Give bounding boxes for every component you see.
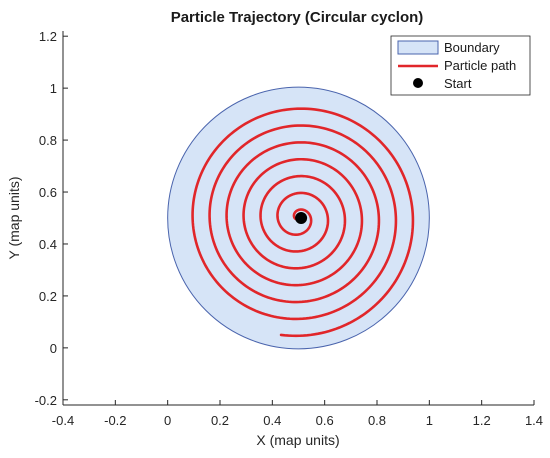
- y-axis: -0.2 0 0.2 0.4 0.6 0.8 1 1.2: [35, 29, 68, 408]
- x-axis: -0.4 -0.2 0 0.2 0.4 0.6 0.8 1 1.2 1.4: [52, 400, 543, 428]
- x-tick-label: -0.2: [104, 413, 126, 428]
- legend-start-swatch: [413, 78, 423, 88]
- x-tick-label: 0: [164, 413, 171, 428]
- particle-path-line: [191, 107, 415, 338]
- y-tick-label: 0.4: [39, 237, 57, 252]
- x-tick-label: 1.2: [473, 413, 491, 428]
- x-tick-label: 0.8: [368, 413, 386, 428]
- x-tick-label: 1.4: [525, 413, 543, 428]
- x-tick-label: 0.2: [211, 413, 229, 428]
- x-tick-label: 0.6: [316, 413, 334, 428]
- x-tick-label: 0.4: [263, 413, 281, 428]
- x-tick-label: 1: [426, 413, 433, 428]
- y-tick-label: 1.2: [39, 29, 57, 44]
- x-axis-label: X (map units): [256, 432, 339, 448]
- legend-boundary-label: Boundary: [444, 40, 500, 55]
- y-tick-label: 0.2: [39, 289, 57, 304]
- y-axis-label: Y (map units): [6, 177, 22, 260]
- x-tick-label: -0.4: [52, 413, 74, 428]
- legend: Boundary Particle path Start: [390, 35, 531, 96]
- y-tick-label: 0.6: [39, 185, 57, 200]
- legend-start-label: Start: [444, 76, 472, 91]
- legend-boundary-swatch: [397, 40, 439, 55]
- y-tick-label: 0: [50, 341, 57, 356]
- legend-path-label: Particle path: [444, 58, 516, 73]
- y-tick-label: 1: [50, 81, 57, 96]
- chart-title: Particle Trajectory (Circular cyclon): [171, 9, 424, 26]
- y-tick-label: -0.2: [35, 393, 57, 408]
- y-tick-label: 0.8: [39, 133, 57, 148]
- start-point: [295, 212, 308, 224]
